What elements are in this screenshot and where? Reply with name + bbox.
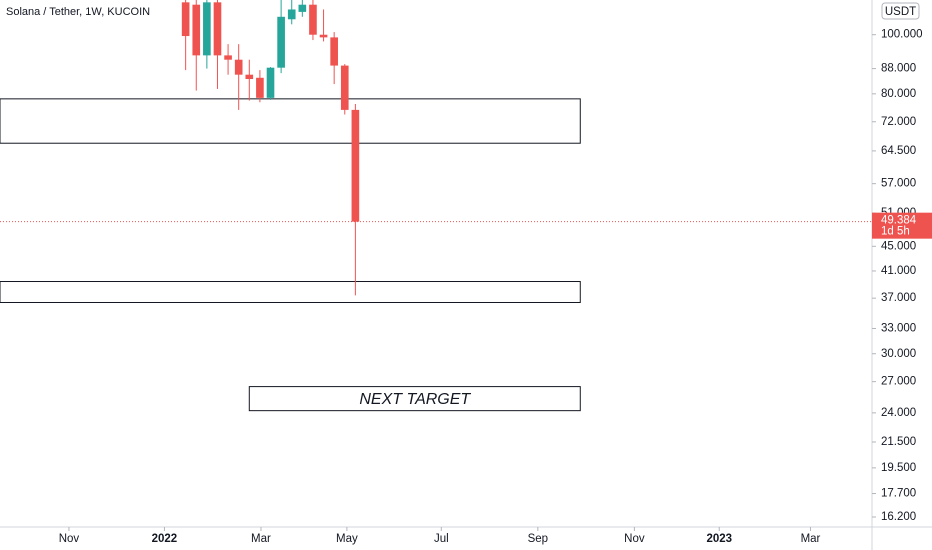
zone-box bbox=[248, 386, 581, 412]
candle-body bbox=[224, 55, 232, 60]
x-tick-label: Mar bbox=[251, 533, 271, 545]
y-tick-label: 16.200 bbox=[881, 511, 916, 523]
x-tick-label: May bbox=[336, 533, 358, 545]
x-tick-label: Mar bbox=[801, 533, 821, 545]
y-tick-label: 27.000 bbox=[881, 376, 916, 388]
y-tick-label: 33.000 bbox=[881, 323, 916, 335]
y-tick-label: 72.000 bbox=[881, 116, 916, 128]
price-tag-value: 49.384 bbox=[881, 215, 917, 227]
y-tick-label: 21.500 bbox=[881, 436, 916, 448]
y-tick-label: 100.000 bbox=[881, 29, 923, 41]
price-tag bbox=[872, 212, 932, 239]
y-tick-label: 41.000 bbox=[881, 265, 916, 277]
axis-bg bbox=[872, 0, 932, 550]
chart-title: Solana / Tether, 1W, KUCOIN bbox=[6, 6, 150, 18]
currency-badge bbox=[881, 2, 920, 20]
candle-body bbox=[309, 4, 317, 35]
x-tick-label: 2022 bbox=[152, 533, 178, 545]
currency-label: USDT bbox=[885, 6, 916, 18]
y-tick-label: 45.000 bbox=[881, 240, 916, 252]
x-tick-label: Jul bbox=[434, 533, 449, 545]
candle-body bbox=[266, 67, 275, 98]
zone-box bbox=[0, 98, 581, 144]
x-tick-label: 2023 bbox=[706, 533, 732, 545]
candle-body bbox=[256, 77, 264, 98]
y-tick-label: 37.000 bbox=[881, 292, 916, 304]
candle-body bbox=[234, 59, 243, 75]
candle-body bbox=[330, 37, 338, 66]
candle-body bbox=[298, 4, 307, 12]
candle-body bbox=[181, 2, 190, 37]
plot-area: NEXT TARGET bbox=[0, 0, 581, 412]
axis-bg bbox=[0, 527, 932, 550]
x-tick-label: Nov bbox=[624, 533, 645, 545]
candle-body bbox=[203, 2, 211, 56]
y-tick-label: 57.000 bbox=[881, 178, 916, 190]
zone-label: NEXT TARGET bbox=[359, 391, 471, 408]
y-tick-label: 64.500 bbox=[881, 145, 916, 157]
candle-body bbox=[319, 34, 328, 38]
candle-body bbox=[340, 65, 349, 110]
y-tick-label: 17.700 bbox=[881, 488, 916, 500]
y-tick-label: 30.000 bbox=[881, 348, 916, 360]
x-tick-label: Sep bbox=[528, 533, 548, 545]
y-tick-label: 24.000 bbox=[881, 407, 916, 419]
candle-body bbox=[213, 2, 222, 56]
candle-body bbox=[245, 74, 254, 80]
candle-body bbox=[287, 9, 296, 20]
zone-box bbox=[0, 281, 581, 303]
x-tick-label: Nov bbox=[59, 533, 80, 545]
candle-body bbox=[351, 109, 360, 222]
candle-body bbox=[277, 16, 285, 68]
y-tick-label: 19.500 bbox=[881, 462, 916, 474]
y-tick-label: 88.000 bbox=[881, 63, 916, 75]
y-tick-label: 80.000 bbox=[881, 88, 916, 100]
price-tag-countdown: 1d 5h bbox=[881, 226, 910, 238]
candle-body bbox=[192, 4, 201, 56]
